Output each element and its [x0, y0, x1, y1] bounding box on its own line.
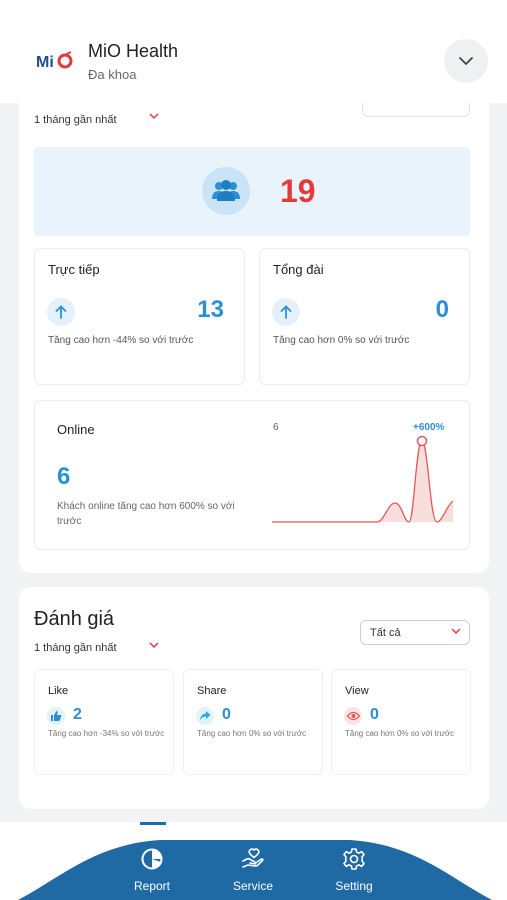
online-customers-card: Online 6 Khách online tăng cao hơn 600% …: [34, 400, 470, 550]
like-label: Like: [48, 685, 69, 697]
account-dropdown-button[interactable]: [444, 39, 488, 83]
customer-summary-card: 1 tháng gần nhất 19 Trực tiếp: [19, 103, 489, 573]
nav-label-setting: Setting: [335, 879, 373, 893]
share-stat-card: Share 0 Tăng cao hơn 0% so với trước: [183, 669, 323, 775]
rating-card: Đánh giá 1 tháng gần nhất Tất cả Like 2 …: [19, 587, 489, 809]
like-value: 2: [73, 706, 82, 723]
arrow-up-icon: [272, 298, 300, 326]
mio-logo: Mi: [36, 51, 73, 71]
bottom-nav-background: [18, 840, 492, 900]
app-name: MiO Health: [88, 41, 179, 61]
share-label: Share: [197, 685, 227, 697]
arrow-up-icon: [47, 298, 75, 326]
hotline-customers-card: Tổng đài 0 Tăng cao hơn 0% so với trước: [259, 248, 470, 385]
hotline-label: Tổng đài: [273, 262, 324, 277]
view-label: View: [345, 685, 369, 697]
rating-period-select[interactable]: 1 tháng gần nhất: [34, 642, 117, 654]
hand-heart-icon: [242, 848, 264, 868]
summary-period-select[interactable]: 1 tháng gần nhất: [34, 114, 117, 126]
like-stat-card: Like 2 Tăng cao hơn -34% so với trước: [34, 669, 174, 775]
hotline-change-text: Tăng cao hơn 0% so với trước: [273, 335, 410, 346]
view-stat-card: View 0 Tăng cao hơn 0% so với trước: [331, 669, 471, 775]
hotline-value: 0: [435, 296, 449, 323]
like-change-text: Tăng cao hơn -34% so với trước: [48, 729, 165, 738]
direct-value: 13: [197, 296, 224, 323]
chevron-down-icon: [451, 628, 461, 635]
thumbs-up-icon: [47, 707, 65, 725]
nav-item-setting[interactable]: Setting: [319, 847, 389, 893]
chevron-down-icon: [459, 57, 473, 66]
pie-chart-icon: [141, 848, 163, 870]
sparkline-peak-point: [416, 435, 428, 447]
share-change-text: Tăng cao hơn 0% so với trước: [197, 729, 307, 738]
active-tab-indicator: [140, 822, 166, 825]
eye-icon: [344, 707, 362, 725]
share-value: 0: [222, 706, 231, 723]
sparkline-line: [272, 440, 454, 523]
users-group-icon: [202, 167, 250, 215]
nav-label-report: Report: [133, 879, 171, 893]
gear-icon: [343, 848, 365, 870]
direct-label: Trực tiếp: [48, 262, 100, 277]
online-value: 6: [57, 463, 71, 490]
rating-filter-select[interactable]: Tất cả: [360, 620, 470, 645]
sparkline-area: [272, 441, 453, 522]
nav-item-report[interactable]: Report: [117, 847, 187, 893]
direct-customers-card: Trực tiếp 13 Tăng cao hơn -44% so với tr…: [34, 248, 245, 385]
svg-text:Mi: Mi: [36, 54, 54, 71]
total-customers-value: 19: [280, 173, 316, 209]
chevron-down-icon[interactable]: [149, 112, 159, 120]
total-customers-box: 19: [34, 147, 470, 236]
online-label: Online: [57, 422, 95, 437]
nav-item-service[interactable]: Service: [218, 847, 288, 893]
chevron-down-icon[interactable]: [149, 641, 159, 649]
share-icon: [196, 707, 214, 725]
view-change-text: Tăng cao hơn 0% so với trước: [345, 729, 455, 738]
nav-label-service: Service: [232, 879, 273, 893]
view-value: 0: [370, 706, 379, 723]
rating-filter-value: Tất cả: [370, 627, 401, 639]
summary-filter-select[interactable]: [362, 103, 470, 117]
sparkline-max-label: 6: [273, 422, 279, 433]
direct-change-text: Tăng cao hơn -44% so với trước: [48, 335, 194, 346]
online-change-text: Khách online tăng cao hơn 600% so với tr…: [57, 501, 235, 527]
app-header: Mi MiO Health Đa khoa: [0, 0, 507, 103]
app-subtitle: Đa khoa: [88, 67, 137, 82]
rating-title: Đánh giá: [34, 608, 115, 630]
sparkline-change-label: +600%: [413, 422, 445, 433]
online-sparkline-chart: [272, 435, 454, 523]
